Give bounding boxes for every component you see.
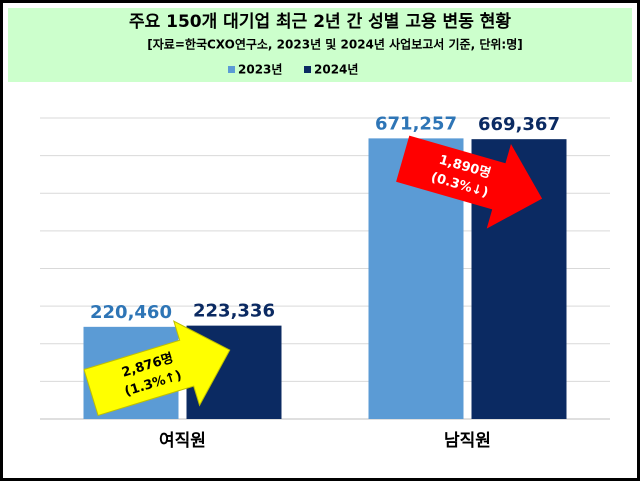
legend-swatch [228, 66, 235, 73]
value-label: 671,257 [375, 113, 457, 134]
x-tick-label: 여직원 [159, 431, 206, 451]
x-tick-label: 남직원 [444, 431, 491, 451]
value-label: 220,460 [90, 302, 172, 323]
header-band [8, 8, 632, 82]
legend-swatch [304, 66, 311, 73]
annotations: 2,876명(1.3%↑)1,890명(0.3%↓) [83, 135, 543, 417]
chart-title: 주요 150개 대기업 최근 2년 간 성별 고용 변동 현황 [129, 12, 511, 32]
legend-label: 2024년 [314, 63, 358, 77]
legend-label: 2023년 [238, 63, 282, 77]
legend: 2023년 2024년 [228, 63, 358, 77]
chart-subtitle: [자료=한국CXO연구소, 2023년 및 2024년 사업보고서 기준, 단위… [147, 37, 522, 52]
value-label: 669,367 [478, 114, 560, 135]
change-arrow: 2,876명(1.3%↑) [83, 320, 231, 417]
arrow-shape [396, 135, 543, 229]
arrow-shape [83, 320, 231, 417]
value-label: 223,336 [193, 301, 275, 322]
